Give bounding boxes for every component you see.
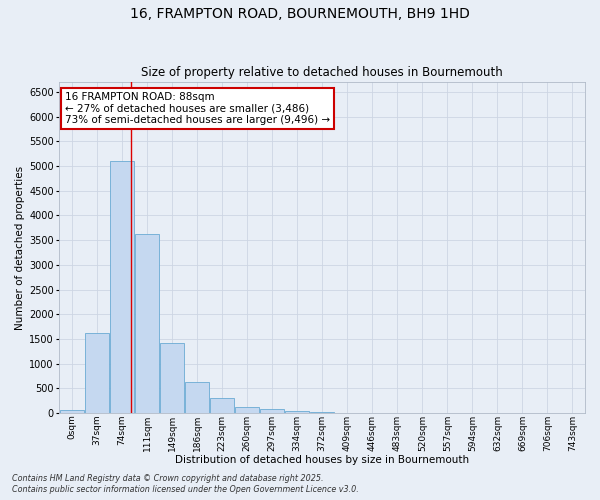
Bar	[185, 382, 209, 413]
X-axis label: Distribution of detached houses by size in Bournemouth: Distribution of detached houses by size …	[175, 455, 469, 465]
Title: Size of property relative to detached houses in Bournemouth: Size of property relative to detached ho…	[142, 66, 503, 80]
Bar	[285, 411, 310, 413]
Bar	[210, 398, 234, 413]
Bar	[60, 410, 84, 413]
Bar	[160, 343, 184, 413]
Text: 16, FRAMPTON ROAD, BOURNEMOUTH, BH9 1HD: 16, FRAMPTON ROAD, BOURNEMOUTH, BH9 1HD	[130, 8, 470, 22]
Bar	[110, 161, 134, 413]
Bar	[235, 406, 259, 413]
Bar	[310, 412, 334, 413]
Bar	[85, 333, 109, 413]
Bar	[260, 409, 284, 413]
Bar	[135, 234, 159, 413]
Text: 16 FRAMPTON ROAD: 88sqm
← 27% of detached houses are smaller (3,486)
73% of semi: 16 FRAMPTON ROAD: 88sqm ← 27% of detache…	[65, 92, 330, 125]
Y-axis label: Number of detached properties: Number of detached properties	[15, 166, 25, 330]
Text: Contains HM Land Registry data © Crown copyright and database right 2025.
Contai: Contains HM Land Registry data © Crown c…	[12, 474, 359, 494]
